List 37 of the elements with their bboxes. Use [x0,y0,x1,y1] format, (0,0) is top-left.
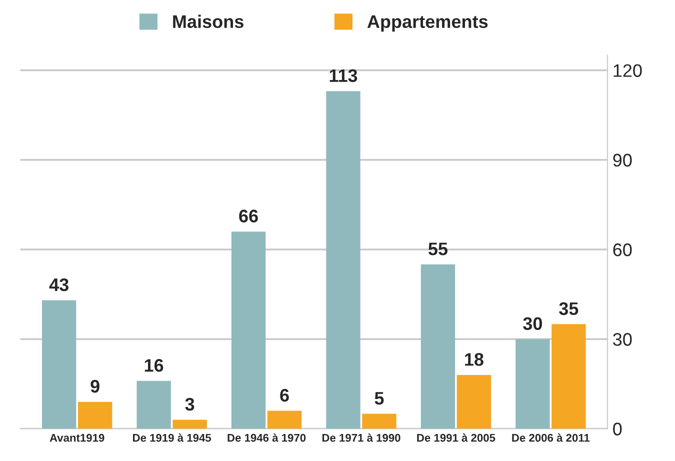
data-label: 66 [239,210,258,222]
legend-label: Maisons [173,14,244,28]
x-tick-label: De 1991 à 2005 [417,433,496,442]
bar [552,324,586,429]
data-label: 35 [559,302,578,316]
bar [42,300,76,429]
bar [136,380,171,429]
bar [456,374,492,429]
x-tick-label: De 1971 à 1990 [322,433,400,442]
data-label: 30 [523,317,542,330]
bar [326,91,360,429]
data-label: 18 [465,353,484,366]
y-tick-label: 0 [613,422,622,436]
x-tick-label: De 2006 à 2011 [512,433,590,442]
legend-label: Appartements [367,15,488,32]
data-label: 43 [49,278,68,292]
bar [362,414,396,429]
bar [516,339,550,429]
bar [231,232,266,429]
bar [172,420,207,429]
bar [78,402,112,429]
bar [420,264,456,429]
y-tick-label: 30 [613,333,632,346]
y-tick-label: 90 [613,154,632,167]
y-tick-label: 120 [614,64,642,77]
data-label: 5 [374,392,384,405]
data-label: 113 [330,69,358,82]
data-label: 6 [280,388,289,402]
x-tick-label: De 1946 à 1970 [228,433,306,442]
data-label: 9 [90,380,100,393]
data-label: 55 [428,242,448,256]
x-tick-label: Avant1919 [50,434,104,442]
x-tick-label: De 1919 à 1945 [133,433,212,442]
y-tick-label: 60 [613,243,632,256]
data-label: 16 [144,359,164,372]
bar [267,410,302,429]
data-label: 3 [185,398,194,411]
